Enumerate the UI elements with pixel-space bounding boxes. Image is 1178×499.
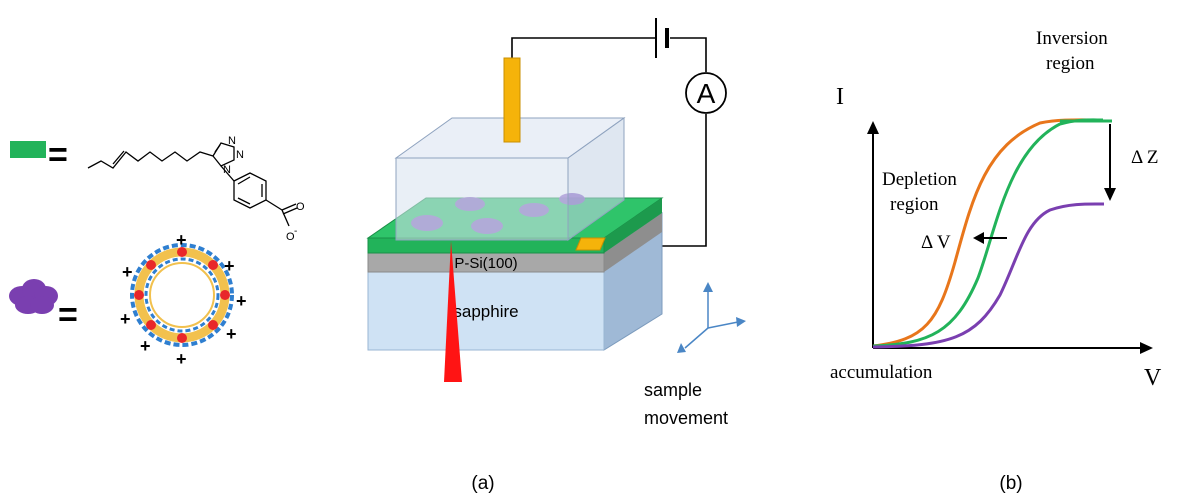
molecule-n1: N [228, 135, 236, 147]
y-axis-arrowhead [867, 121, 879, 134]
molecule-o2: O [286, 231, 295, 243]
contact-pad [575, 237, 606, 251]
membrane-swatch [10, 141, 46, 158]
caption-b: (b) [999, 473, 1022, 494]
ammeter-circle [685, 72, 727, 114]
inversion-label-line2: region [1046, 53, 1095, 74]
liquid-cell-front [395, 157, 569, 241]
legend: = N N N O O - [9, 135, 305, 369]
molecule-o1: O [296, 201, 305, 213]
laser-beam [444, 241, 462, 382]
charge-plus: + [176, 349, 187, 369]
equals-sign-1: = [48, 136, 68, 174]
iv-graph: I V Δ Z Δ V Inversion region Depletion r… [830, 28, 1162, 391]
delta-v-arrowhead [973, 232, 984, 244]
charge-plus: + [176, 230, 187, 250]
depletion-label-line2: region [890, 194, 939, 215]
ammeter-label: A [697, 78, 716, 109]
psi-side [604, 213, 662, 272]
inversion-label-line1: Inversion [1036, 28, 1108, 49]
membrane-side [604, 198, 662, 253]
sapphire-front [367, 271, 605, 351]
particle-swatch [9, 279, 58, 314]
delta-z-arrowhead [1104, 188, 1116, 201]
molecule-o2-charge: - [294, 226, 297, 237]
sapphire-label: sapphire [453, 302, 518, 321]
depletion-label-line1: Depletion [882, 169, 957, 190]
curve-purple [872, 202, 1105, 349]
accumulation-label: accumulation [830, 362, 933, 383]
curve-orange [872, 118, 1101, 348]
molecule-n3: N [223, 164, 231, 176]
charge-plus: + [224, 256, 235, 276]
charge-plus: + [226, 324, 237, 344]
delta-z-label: Δ Z [1131, 147, 1159, 168]
molecule-n2: N [236, 149, 244, 161]
charge-plus: + [140, 336, 151, 356]
device-diagram: A sapphire P-Si(100) [366, 18, 746, 428]
movement-axes-icon [677, 282, 746, 353]
molecule-structure [87, 142, 298, 227]
battery-symbol [655, 18, 669, 58]
vesicle-diagram [130, 243, 234, 347]
surface-charges: + + + + + + + + [120, 230, 247, 369]
equals-sign-2: = [58, 296, 78, 334]
movement-label-line1: sample [644, 380, 702, 400]
y-axis-label: I [836, 84, 844, 110]
charge-plus: + [120, 309, 131, 329]
x-axis-label: V [1144, 365, 1162, 391]
psi-label: P-Si(100) [454, 255, 517, 272]
charge-plus: + [122, 262, 133, 282]
x-axis-arrowhead [1140, 342, 1153, 354]
delta-v-label: Δ V [921, 232, 951, 253]
top-electrode [503, 57, 521, 143]
caption-a: (a) [471, 473, 494, 494]
movement-label-line2: movement [644, 408, 728, 428]
charge-plus: + [236, 291, 247, 311]
